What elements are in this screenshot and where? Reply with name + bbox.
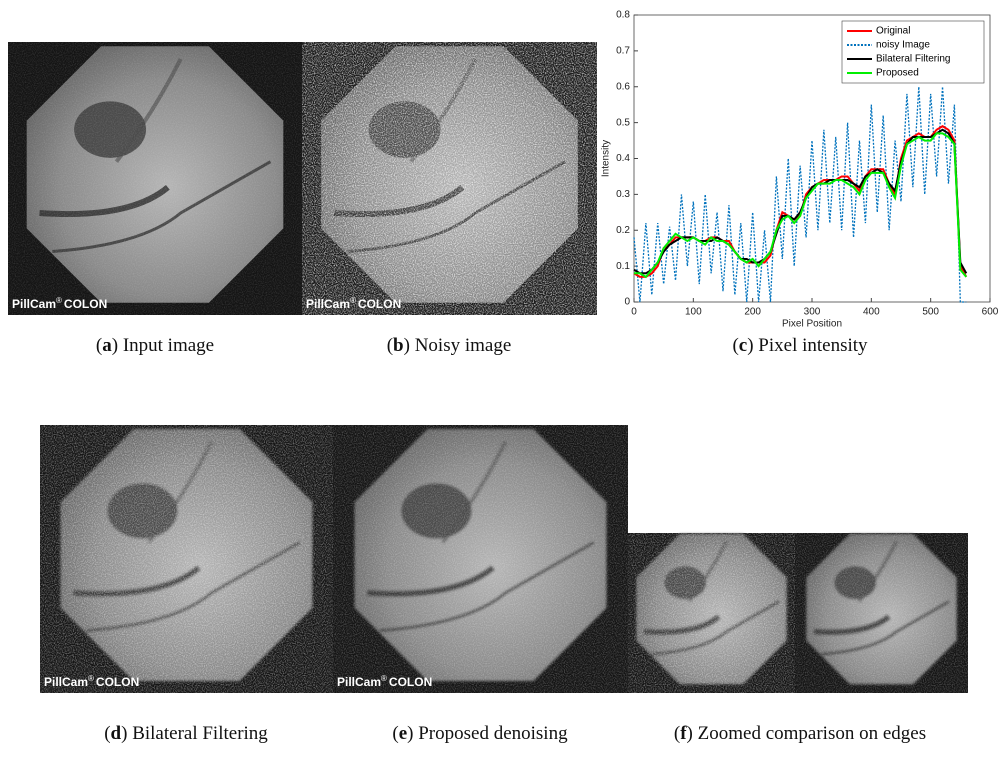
caption-text: Noisy image xyxy=(415,335,512,356)
caption-text: Pixel intensity xyxy=(758,335,868,356)
overlay-mark: ® xyxy=(381,674,387,683)
endoscopy-image: PillCam® COLON xyxy=(8,42,302,315)
overlay-product: COLON xyxy=(389,675,432,689)
y-tick-label: 0.1 xyxy=(616,261,630,272)
series-line xyxy=(633,86,967,303)
caption-paren: ) xyxy=(404,335,415,356)
caption-paren: ( xyxy=(392,723,398,744)
endoscopy-image xyxy=(628,533,795,693)
y-tick-label: 0.7 xyxy=(616,46,630,57)
noise xyxy=(40,425,333,693)
series-line xyxy=(634,132,968,279)
overlay-product: COLON xyxy=(96,675,139,689)
x-tick-label: 100 xyxy=(685,307,702,318)
caption: (f) Zoomed comparison on edges xyxy=(674,723,926,744)
overlay-text: PillCam® COLON xyxy=(44,674,139,689)
x-tick-label: 200 xyxy=(744,307,761,318)
caption-label: f xyxy=(680,723,687,744)
overlay-mark: ® xyxy=(350,296,356,305)
x-tick-label: 600 xyxy=(982,307,999,318)
endoscopy-image: PillCam® COLON xyxy=(333,425,628,693)
x-tick-label: 400 xyxy=(863,307,880,318)
caption-paren: ) xyxy=(121,723,132,744)
overlay-brand: PillCam xyxy=(306,297,350,311)
x-tick-label: 500 xyxy=(922,307,939,318)
overlay-brand: PillCam xyxy=(44,675,88,689)
caption-paren: ) xyxy=(112,335,123,356)
noise xyxy=(333,425,628,693)
caption-paren: ( xyxy=(104,723,110,744)
legend-label: Bilateral Filtering xyxy=(876,54,950,65)
caption-text: Input image xyxy=(123,335,214,356)
legend-label: Original xyxy=(876,26,910,37)
endoscopy-image: PillCam® COLON xyxy=(302,42,597,315)
caption-paren: ( xyxy=(674,723,680,744)
overlay-brand: PillCam xyxy=(337,675,381,689)
y-tick-label: 0.5 xyxy=(616,117,630,128)
x-tick-label: 0 xyxy=(631,307,637,318)
y-axis-label: Intensity xyxy=(601,140,612,177)
overlay-mark: ® xyxy=(56,296,62,305)
y-tick-label: 0.2 xyxy=(616,225,630,236)
caption-paren: ( xyxy=(387,335,393,356)
caption-paren: ) xyxy=(747,335,758,356)
overlay-product: COLON xyxy=(64,297,107,311)
caption: (e) Proposed denoising xyxy=(392,723,568,744)
caption-label: d xyxy=(111,723,122,744)
caption-paren: ( xyxy=(732,335,738,356)
caption: (d) Bilateral Filtering xyxy=(104,723,268,744)
endoscopy-image xyxy=(795,533,968,693)
y-tick-label: 0 xyxy=(624,297,630,308)
overlay-text: PillCam® COLON xyxy=(12,296,107,311)
legend-label: Proposed xyxy=(876,68,919,79)
caption-label: e xyxy=(399,723,407,744)
noise xyxy=(795,533,968,693)
caption: (c) Pixel intensity xyxy=(732,335,868,356)
caption: (b) Noisy image xyxy=(387,335,512,356)
caption-label: a xyxy=(102,335,112,356)
y-tick-label: 0.6 xyxy=(616,81,630,92)
noise xyxy=(628,533,795,693)
x-tick-label: 300 xyxy=(804,307,821,318)
endoscopy-image: PillCam® COLON xyxy=(40,425,333,693)
caption-text: Bilateral Filtering xyxy=(132,723,268,744)
legend-label: noisy Image xyxy=(876,40,930,51)
caption-text: Zoomed comparison on edges xyxy=(698,723,926,744)
caption-paren: ) xyxy=(687,723,698,744)
overlay-text: PillCam® COLON xyxy=(306,296,401,311)
y-tick-label: 0.4 xyxy=(616,153,630,164)
overlay-text: PillCam® COLON xyxy=(337,674,432,689)
x-axis-label: Pixel Position xyxy=(782,319,842,330)
caption: (a) Input image xyxy=(96,335,214,356)
caption-label: c xyxy=(739,335,747,356)
overlay-product: COLON xyxy=(358,297,401,311)
noise xyxy=(8,42,302,315)
overlay-brand: PillCam xyxy=(12,297,56,311)
y-tick-label: 0.3 xyxy=(616,189,630,200)
caption-paren: ) xyxy=(407,723,418,744)
y-tick-label: 0.8 xyxy=(616,10,630,21)
caption-text: Proposed denoising xyxy=(418,723,568,744)
series-line xyxy=(633,128,968,275)
overlay-mark: ® xyxy=(88,674,94,683)
caption-label: b xyxy=(393,335,404,356)
caption-paren: ( xyxy=(96,335,102,356)
noise xyxy=(302,42,597,315)
